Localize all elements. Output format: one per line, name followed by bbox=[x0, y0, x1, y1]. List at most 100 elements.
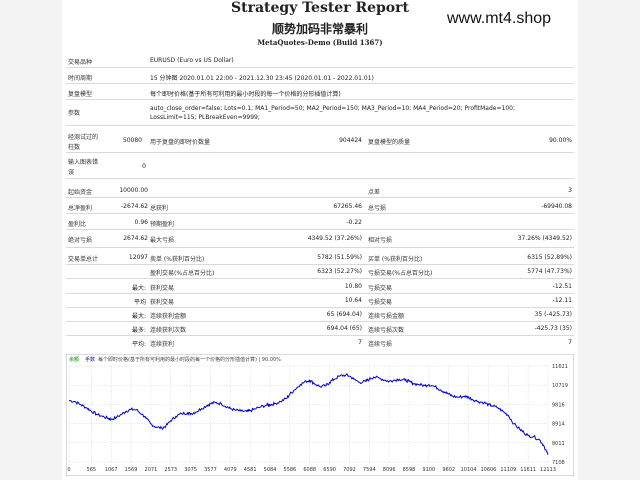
profit-factor-value: 0.96 bbox=[134, 219, 148, 226]
maximal-consecutive-profit-value: 694.04 (65) bbox=[326, 325, 362, 332]
x-tick-label: 3075 bbox=[184, 467, 197, 473]
chart-frame bbox=[66, 354, 574, 476]
x-tick-label: 10104 bbox=[461, 467, 477, 473]
long-positions-value: 6315 (52.89%) bbox=[527, 254, 572, 261]
max-consecutive-losses-value: 35 (-425.73) bbox=[534, 311, 572, 318]
average-profit-label: 获利交易 bbox=[150, 299, 175, 306]
maximal-consecutive-loss-label: 连续亏损次数 bbox=[368, 327, 405, 334]
relative-drawdown-value: 37.26% (4349.52) bbox=[517, 235, 572, 242]
chart-y-axis: 11621 10719 9816 8914 8011 7108 bbox=[552, 364, 568, 466]
x-tick-label: 10606 bbox=[480, 467, 496, 473]
params-value-line1: auto_close_order=false; Lots=0.1; MA1_Pe… bbox=[150, 105, 515, 112]
x-tick-label: 4079 bbox=[224, 467, 237, 473]
watermark: www.mt4.shop bbox=[447, 10, 552, 27]
average-consecutive-wins-value: 7 bbox=[358, 339, 362, 346]
largest-profit-value: 10.80 bbox=[344, 283, 362, 290]
symbol-value: EURUSD (Euro vs US Dollar) bbox=[150, 57, 234, 64]
average-consecutive-losses-value: 7 bbox=[568, 339, 572, 346]
x-tick-label: 565 bbox=[87, 467, 97, 473]
gross-profit-label: 总获利 bbox=[150, 205, 169, 212]
y-tick-label: 11621 bbox=[552, 364, 568, 370]
mismatch-label-2: 误 bbox=[68, 169, 75, 176]
profit-factor-label: 盈利比 bbox=[68, 221, 87, 228]
absolute-drawdown-label: 绝对亏损 bbox=[68, 237, 93, 244]
gross-profit-value: 67265.46 bbox=[333, 203, 362, 210]
period-value: 15 分钟图 2020.01.01 22:00 - 2021.12.30 23:… bbox=[150, 75, 374, 82]
average-loss-label: 亏损交易 bbox=[368, 299, 393, 306]
largest-loss-label: 亏损交易 bbox=[368, 285, 393, 292]
loss-trades-label: 亏损交易(%占总百分比) bbox=[368, 270, 433, 277]
x-tick-label: 9602 bbox=[442, 467, 455, 473]
symbol-label: 交易品种 bbox=[68, 59, 93, 66]
x-tick-label: 12113 bbox=[540, 467, 556, 473]
total-trades-value: 12097 bbox=[128, 254, 148, 261]
ticks-value: 904424 bbox=[339, 137, 362, 144]
x-tick-label: 9100 bbox=[422, 467, 435, 473]
x-tick-label: 2071 bbox=[145, 467, 158, 473]
average-consecutive-losses-label: 连续亏损 bbox=[368, 341, 393, 348]
mismatch-label: 输入图表错 bbox=[68, 159, 99, 166]
average-consecutive-wins-label: 连续获利 bbox=[150, 341, 175, 348]
largest-profit-label: 获利交易 bbox=[150, 285, 175, 292]
expected-payoff-value: -0.22 bbox=[346, 219, 362, 226]
quality-value: 90.00% bbox=[549, 137, 572, 144]
average-consecutive-label: 平均: bbox=[131, 341, 146, 348]
x-tick-label: 0 bbox=[67, 467, 70, 473]
gross-loss-label: 总亏损 bbox=[368, 205, 387, 212]
y-tick-label: 10719 bbox=[552, 383, 568, 389]
initial-deposit-value: 10000.00 bbox=[119, 187, 148, 194]
model-label: 复盘模型 bbox=[68, 91, 93, 98]
profit-trades-value: 6323 (52.27%) bbox=[317, 268, 362, 275]
x-tick-label: 3577 bbox=[204, 467, 217, 473]
net-profit-value: -2674.62 bbox=[121, 203, 148, 210]
x-tick-label: 4581 bbox=[244, 467, 257, 473]
bars-value: 50080 bbox=[122, 137, 142, 144]
maximal-drawdown-value: 4349.52 (37.26%) bbox=[307, 235, 362, 242]
quality-label: 复盘模型的质量 bbox=[368, 139, 411, 146]
x-tick-label: 11611 bbox=[520, 467, 536, 473]
short-positions-label: 卖单 (%获利百分比) bbox=[150, 256, 205, 263]
maximal-label: 最多: bbox=[131, 327, 146, 334]
report-subtitle-cn: 顺势加码非常暴利 bbox=[271, 22, 368, 36]
chart-legend-lots: 手数 bbox=[85, 356, 95, 363]
report-title: Strategy Tester Report bbox=[231, 0, 409, 16]
spread-value: 3 bbox=[568, 187, 572, 194]
profit-trades-label: 盈利交易(%占总百分比) bbox=[150, 270, 215, 277]
params-value-line2: LossLimit=115; PLBreakEven=9999; bbox=[150, 114, 260, 121]
average-loss-value: -12.11 bbox=[552, 297, 572, 304]
x-tick-label: 6590 bbox=[323, 467, 336, 473]
y-tick-label: 8011 bbox=[552, 441, 565, 447]
report-server-build: MetaQuotes-Demo (Build 1367) bbox=[257, 38, 383, 47]
y-tick-label: 9816 bbox=[552, 402, 565, 408]
short-positions-value: 5782 (51.59%) bbox=[317, 254, 362, 261]
x-tick-label: 7092 bbox=[343, 467, 356, 473]
x-tick-label: 8598 bbox=[403, 467, 416, 473]
params-label: 参数 bbox=[68, 110, 81, 117]
report-page: Strategy Tester Report 顺势加码非常暴利 MetaQuot… bbox=[62, 0, 578, 480]
bars-label-2: 柱数 bbox=[68, 144, 81, 151]
max-consecutive-wins-value: 65 (694.04) bbox=[326, 311, 362, 318]
x-tick-label: 8096 bbox=[383, 467, 396, 473]
x-tick-label: 2573 bbox=[164, 467, 177, 473]
x-tick-label: 6088 bbox=[303, 467, 316, 473]
y-tick-label: 7108 bbox=[552, 460, 565, 466]
total-trades-label: 交易单总计 bbox=[68, 256, 99, 263]
max-consecutive-losses-label: 连续亏损金额 bbox=[368, 313, 405, 320]
max-consecutive-wins-label: 连续获利金额 bbox=[150, 313, 187, 320]
x-tick-label: 11109 bbox=[500, 467, 516, 473]
x-tick-label: 1569 bbox=[125, 467, 138, 473]
spread-label: 点差 bbox=[368, 189, 381, 196]
balance-line bbox=[68, 373, 549, 455]
average-profit-value: 10.64 bbox=[344, 297, 362, 304]
bars-label: 经测试过的 bbox=[68, 134, 99, 141]
chart-legend-balance: 余额 bbox=[69, 356, 79, 363]
expected-payoff-label: 预期盈利 bbox=[150, 221, 175, 228]
gross-loss-value: -69940.08 bbox=[541, 203, 572, 210]
net-profit-label: 总净盈利 bbox=[68, 205, 93, 212]
y-tick-label: 8914 bbox=[552, 422, 565, 428]
x-tick-label: 5586 bbox=[284, 467, 297, 473]
chart-x-axis: 0 565 1067 1569 2071 2573 3075 3577 4079 4581 5084… bbox=[67, 467, 556, 473]
mismatch-value: 0 bbox=[142, 163, 146, 170]
x-tick-label: 5084 bbox=[264, 467, 277, 473]
long-positions-label: 买单 (%获利百分比) bbox=[368, 256, 423, 263]
